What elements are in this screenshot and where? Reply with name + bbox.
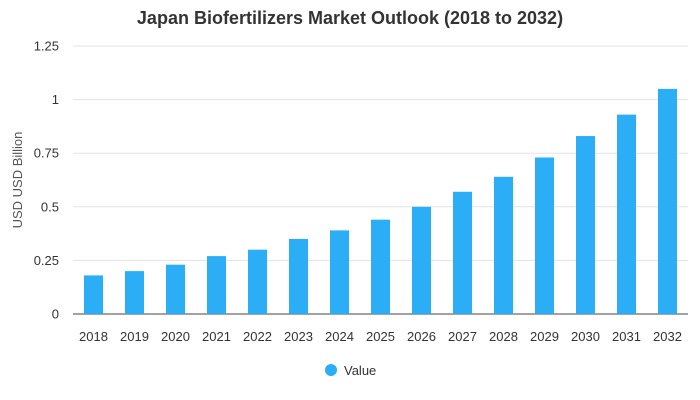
bar-2024[interactable] <box>330 230 349 314</box>
x-tick-label: 2031 <box>612 329 641 344</box>
x-tick-label: 2027 <box>448 329 477 344</box>
x-tick-label: 2029 <box>530 329 559 344</box>
x-tick-label: 2025 <box>366 329 395 344</box>
chart-title: Japan Biofertilizers Market Outlook (201… <box>136 8 564 28</box>
bar-2022[interactable] <box>248 249 267 314</box>
y-tick-label: 0.25 <box>34 253 59 268</box>
x-tick-label: 2018 <box>79 329 108 344</box>
x-tick-label: 2019 <box>120 329 149 344</box>
bar-2027[interactable] <box>453 191 472 314</box>
x-tick-label: 2028 <box>489 329 518 344</box>
legend-label[interactable]: Value <box>344 363 376 378</box>
y-tick-label: 0.5 <box>41 199 59 214</box>
x-tick-label: 2024 <box>325 329 354 344</box>
x-tick-label: 2026 <box>407 329 436 344</box>
bar-2021[interactable] <box>207 256 226 314</box>
x-tick-label: 2023 <box>284 329 313 344</box>
y-tick-label: 0.75 <box>34 146 59 161</box>
y-tick-label: 1 <box>52 92 59 107</box>
legend-marker[interactable] <box>325 364 337 376</box>
y-tick-label: 1.25 <box>34 39 59 54</box>
x-tick-label: 2022 <box>243 329 272 344</box>
x-tick-label: 2032 <box>653 329 682 344</box>
bar-2025[interactable] <box>371 219 390 314</box>
y-axis-title: USD USD Billion <box>10 132 25 229</box>
bar-2026[interactable] <box>412 206 431 314</box>
bar-2030[interactable] <box>576 136 595 314</box>
bar-2031[interactable] <box>617 114 636 314</box>
bar-2029[interactable] <box>535 157 554 314</box>
bar-2028[interactable] <box>494 176 513 314</box>
x-tick-label: 2021 <box>202 329 231 344</box>
bar-2020[interactable] <box>166 264 185 314</box>
bar-2023[interactable] <box>289 238 308 314</box>
bar-2019[interactable] <box>125 271 144 314</box>
bar-2018[interactable] <box>84 275 103 314</box>
x-tick-label: 2020 <box>161 329 190 344</box>
y-tick-label: 0 <box>52 307 59 322</box>
bar-2032[interactable] <box>658 88 677 314</box>
x-tick-label: 2030 <box>571 329 600 344</box>
